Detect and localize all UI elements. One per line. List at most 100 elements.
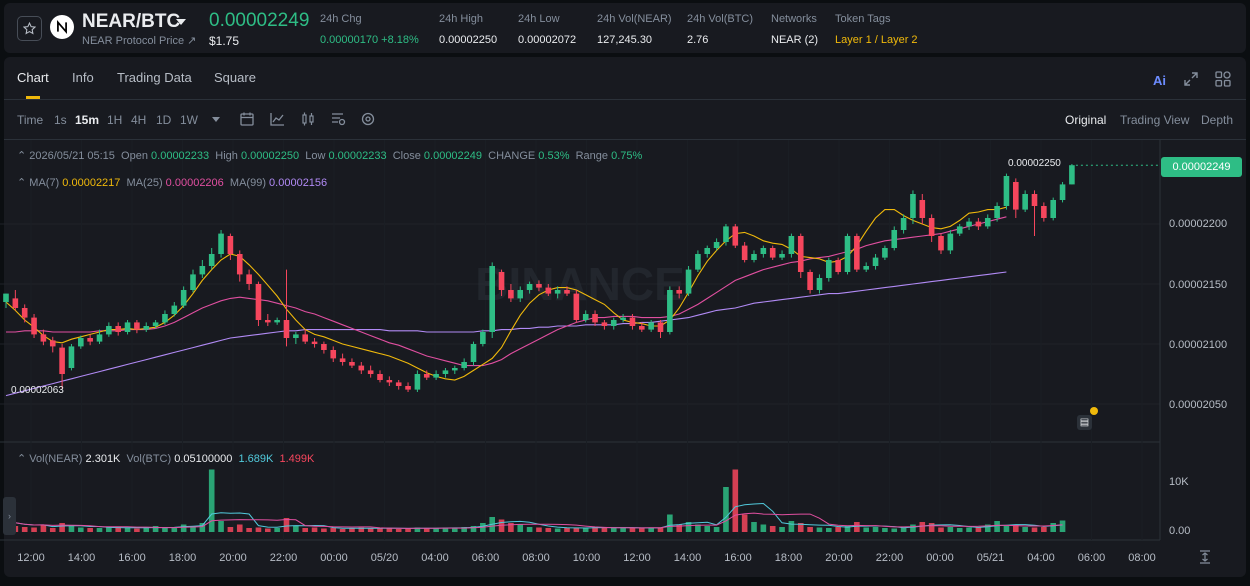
volume-bar [835,527,841,532]
volume-bar [863,527,869,532]
expand-icon[interactable] [1184,72,1198,86]
candle [741,245,748,260]
candle [816,278,823,290]
interval-1s[interactable]: 1s [54,113,67,127]
candle [732,226,739,246]
candle-type-icon[interactable] [301,112,315,126]
interval-15m[interactable]: 15m [75,113,100,127]
tab-square[interactable]: Square [214,70,256,85]
volume-bar [938,527,944,532]
candle [87,338,93,342]
favorite-button[interactable] [17,16,42,41]
view-trading-view[interactable]: Trading View [1120,113,1190,127]
candle [863,266,869,270]
vol-collapse-icon[interactable]: ⌃ [17,453,27,465]
token-tags-value[interactable]: Layer 1 / Layer 2 [835,34,918,46]
candle [236,254,243,275]
scroll-left-handle[interactable]: › [3,497,16,535]
ma-collapse-icon[interactable]: ⌃ [17,177,27,189]
pair-subtitle[interactable]: NEAR Protocol Price ↗ [82,34,196,47]
volume-bar [984,524,991,532]
ai-icon[interactable]: Ai [1153,73,1166,88]
interval-time[interactable]: Time [17,113,44,127]
volume-bar [124,528,131,532]
candle [12,298,19,308]
layout-grid-icon[interactable] [1215,71,1231,87]
resize-axis-icon[interactable] [1198,550,1212,564]
volume-bar [59,523,65,532]
candle [854,236,860,270]
price-axis-label: 0.00002100 [1169,339,1228,351]
open-label: Open [121,150,148,162]
candle [807,272,813,290]
notification-dot [1090,407,1098,415]
candle [919,200,926,218]
volume-bar [685,522,692,532]
volume-bar [423,528,430,532]
volume-bar [470,526,477,532]
change-label: CHANGE [488,150,536,162]
time-axis-label: 00:00 [926,552,954,564]
indicator-icon[interactable] [270,112,285,126]
high-value: 0.00002250 [240,150,300,162]
candle [152,322,159,326]
volume-bar [508,523,514,532]
gear-icon[interactable] [361,112,375,126]
candle [629,317,636,326]
ma99-label: MA(99) [229,177,266,189]
candlestick-chart[interactable]: BINANCE [0,140,1250,580]
time-axis-label: 00:00 [320,552,348,564]
time-axis-label: 16:00 [724,552,752,564]
volume-bar [975,527,982,532]
time-axis-label: 05/20 [370,552,399,564]
candle [1013,182,1019,210]
stat-label: Networks [771,13,817,25]
dropdown-caret-icon[interactable] [212,117,220,122]
volume-bar [208,469,215,532]
volume-bar [283,518,290,532]
price-usd: $1.75 [209,34,240,48]
volume-bar [882,528,888,532]
pair-symbol[interactable]: NEAR/BTC [82,11,181,32]
tab-trading-data[interactable]: Trading Data [117,70,192,85]
candle [414,374,421,390]
interval-1h[interactable]: 1H [107,113,123,127]
networks-value[interactable]: NEAR (2) [771,34,819,46]
interval-1d[interactable]: 1D [156,113,172,127]
interval-4h[interactable]: 4H [131,113,147,127]
calendar-icon[interactable] [240,112,254,126]
chart-settings-icon[interactable] [331,112,346,126]
candle [246,274,252,284]
view-depth[interactable]: Depth [1201,113,1234,127]
volume-bar [788,521,795,532]
candle [657,322,664,332]
candle [685,269,692,294]
time-axis-label: 04:00 [1027,552,1055,564]
interval-1w[interactable]: 1W [180,113,198,127]
candle [639,326,645,330]
volume-bar [330,528,337,532]
volume-bar [1031,527,1038,532]
volume-bar [255,527,262,532]
range-value: 0.75% [611,150,643,162]
volume-bar [321,528,327,532]
volume-bar [293,526,299,532]
view-original[interactable]: Original [1065,113,1107,127]
price-axis-label: 0.00002050 [1169,399,1228,411]
volume-bar [966,527,972,532]
volume-bar [564,528,570,532]
tab-chart[interactable]: Chart [17,70,49,85]
candle [536,284,542,288]
tab-info[interactable]: Info [72,70,94,85]
divider [4,139,1246,140]
pair-dropdown-icon[interactable] [176,19,186,25]
volume-bar [106,527,112,532]
candle [255,284,262,320]
candle [96,334,103,342]
candle [265,320,271,323]
time-axis-label: 22:00 [875,552,904,564]
note-icon[interactable]: ▤ [1077,415,1092,430]
candle [545,287,552,294]
watermark-text: BINANCE [475,258,685,310]
ohlc-collapse-icon[interactable]: ⌃ [17,150,27,162]
